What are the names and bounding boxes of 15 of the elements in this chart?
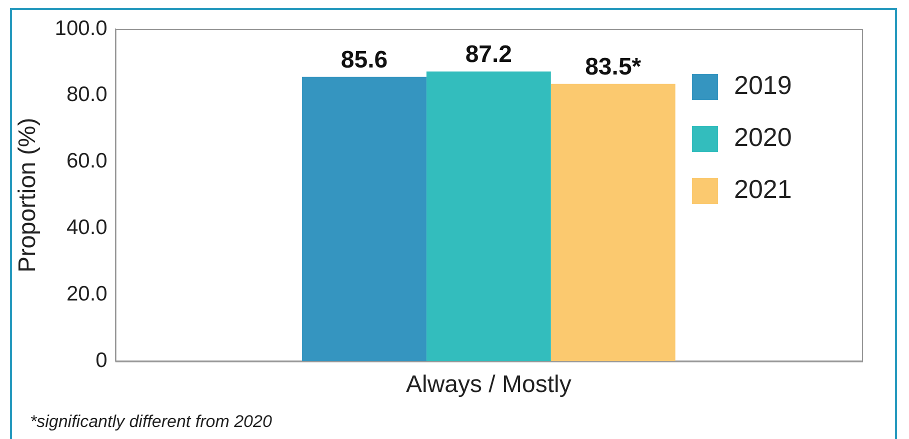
x-tick-label: Always / Mostly [406, 371, 572, 398]
y-tick-label: 0 [96, 348, 108, 372]
legend-label: 2020 [734, 122, 792, 152]
legend-label: 2021 [734, 174, 792, 204]
y-tick-label: 100.0 [54, 16, 108, 40]
y-tick-label: 20.0 [66, 282, 108, 306]
text: *significantly different from 2020 [30, 412, 272, 432]
y-axis-title: Proportion (%) [14, 118, 42, 272]
y-tick-label: 40.0 [66, 216, 108, 240]
data-label: 87.2 [465, 41, 512, 68]
legend-label: 2019 [734, 70, 792, 100]
data-label: 85.6 [340, 46, 388, 74]
y-tick-label: 60.0 [66, 150, 108, 173]
data-label: 83.5* [585, 53, 642, 80]
y-tick-label: 80.0 [66, 83, 108, 106]
